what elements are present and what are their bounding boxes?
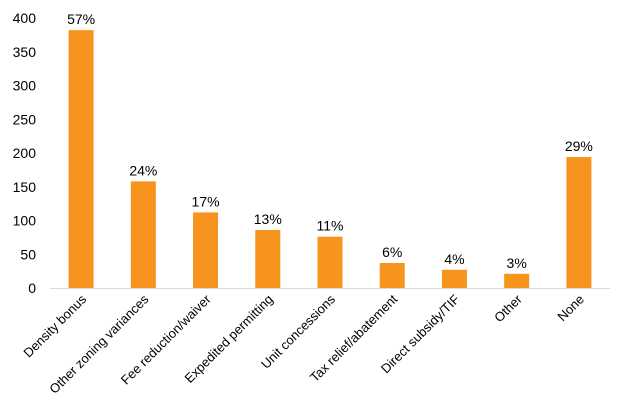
data-label: 57% bbox=[67, 11, 95, 27]
data-label: 17% bbox=[192, 193, 220, 209]
y-tick-label: 350 bbox=[13, 44, 37, 60]
y-tick-label: 200 bbox=[13, 145, 37, 161]
y-tick-label: 300 bbox=[13, 78, 37, 94]
bar bbox=[193, 212, 219, 288]
y-tick-label: 150 bbox=[13, 179, 37, 195]
data-label: 11% bbox=[317, 218, 344, 234]
data-label: 29% bbox=[565, 138, 593, 154]
bar bbox=[441, 269, 467, 288]
data-label: 24% bbox=[129, 162, 157, 178]
bar bbox=[317, 236, 343, 288]
bar bbox=[379, 263, 405, 288]
x-tick-label: Density bonus bbox=[20, 291, 89, 360]
data-label: 13% bbox=[254, 211, 282, 227]
bar bbox=[255, 229, 281, 288]
bar bbox=[68, 30, 94, 289]
y-tick-label: 50 bbox=[20, 246, 36, 262]
bar bbox=[566, 157, 592, 288]
data-label: 4% bbox=[444, 251, 464, 267]
y-tick-label: 100 bbox=[13, 213, 37, 229]
y-tick-label: 0 bbox=[28, 280, 36, 296]
x-tick-label: Other bbox=[491, 291, 525, 325]
bar bbox=[504, 273, 530, 288]
bar bbox=[130, 181, 156, 288]
x-tick-label: None bbox=[554, 292, 587, 325]
y-tick-label: 250 bbox=[13, 111, 37, 127]
data-label: 6% bbox=[382, 244, 402, 260]
data-label: 3% bbox=[507, 255, 527, 271]
y-tick-label: 400 bbox=[13, 10, 37, 26]
